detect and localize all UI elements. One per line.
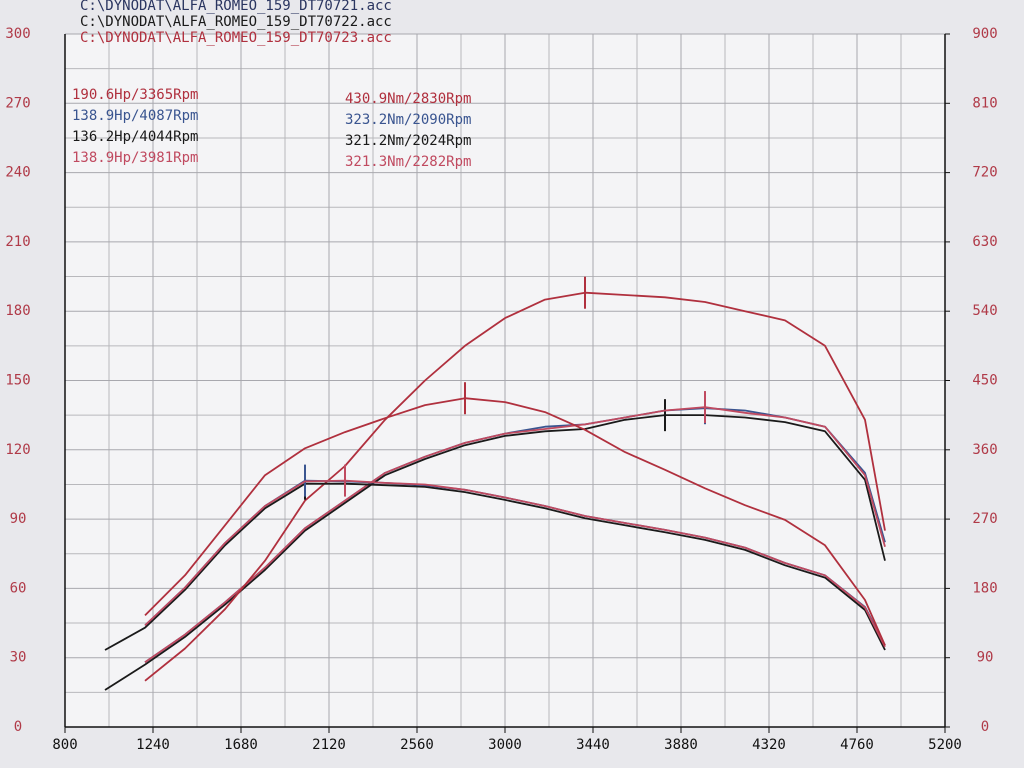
file-name: C:\DYNODAT\ALFA_ROMEO_159_DT70723.acc [80, 30, 392, 46]
curve [144, 291, 886, 682]
curve [104, 482, 886, 651]
y-tick-label: 120 [5, 442, 30, 458]
y-tick-label: 240 [5, 165, 30, 181]
power-peak-label: 138.9Hp/4087Rpm [72, 108, 198, 124]
y2-tick-label: 720 [972, 165, 997, 181]
y-tick-label: 0 [14, 719, 22, 735]
x-tick-label: 4320 [752, 737, 786, 753]
y2-tick-label: 540 [972, 303, 997, 319]
power-peak-label: 190.6Hp/3365Rpm [72, 87, 198, 103]
y2-tick-label: 90 [977, 650, 994, 666]
x-tick-label: 1680 [224, 737, 258, 753]
x-tick-label: 4760 [840, 737, 874, 753]
file-name: C:\DYNODAT\ALFA_ROMEO_159_DT70721.acc [80, 0, 392, 14]
y-tick-label: 30 [10, 650, 27, 666]
y2-tick-label: 270 [972, 511, 997, 527]
y2-tick-label: 0 [981, 719, 989, 735]
x-tick-label: 3880 [664, 737, 698, 753]
y-tick-label: 60 [10, 580, 27, 596]
y-tick-label: 270 [5, 95, 30, 111]
y2-tick-label: 810 [972, 95, 997, 111]
x-tick-label: 1240 [136, 737, 170, 753]
power-peak-label: 138.9Hp/3981Rpm [72, 150, 198, 166]
curve [144, 479, 886, 648]
y2-tick-label: 900 [972, 26, 997, 42]
y-tick-label: 300 [5, 26, 30, 42]
y2-tick-label: 630 [972, 234, 997, 250]
torque-peak-label: 430.9Nm/2830Rpm [345, 91, 471, 107]
curve [144, 406, 886, 664]
power-peak-label: 136.2Hp/4044Rpm [72, 129, 198, 145]
x-tick-label: 5200 [928, 737, 962, 753]
y-tick-label: 90 [10, 511, 27, 527]
x-tick-label: 800 [52, 737, 77, 753]
torque-peak-label: 323.2Nm/2090Rpm [345, 112, 471, 128]
x-tick-label: 2120 [312, 737, 346, 753]
x-tick-label: 3000 [488, 737, 522, 753]
y-tick-label: 150 [5, 373, 30, 389]
file-name: C:\DYNODAT\ALFA_ROMEO_159_DT70722.acc [80, 14, 392, 30]
curve [144, 397, 886, 646]
y2-tick-label: 450 [972, 373, 997, 389]
y-tick-label: 180 [5, 303, 30, 319]
y-tick-label: 210 [5, 234, 30, 250]
x-tick-label: 2560 [400, 737, 434, 753]
torque-peak-label: 321.3Nm/2282Rpm [345, 154, 471, 170]
y2-tick-label: 360 [972, 442, 997, 458]
y2-tick-label: 180 [972, 580, 997, 596]
torque-peak-label: 321.2Nm/2024Rpm [345, 133, 471, 149]
x-tick-label: 3440 [576, 737, 610, 753]
